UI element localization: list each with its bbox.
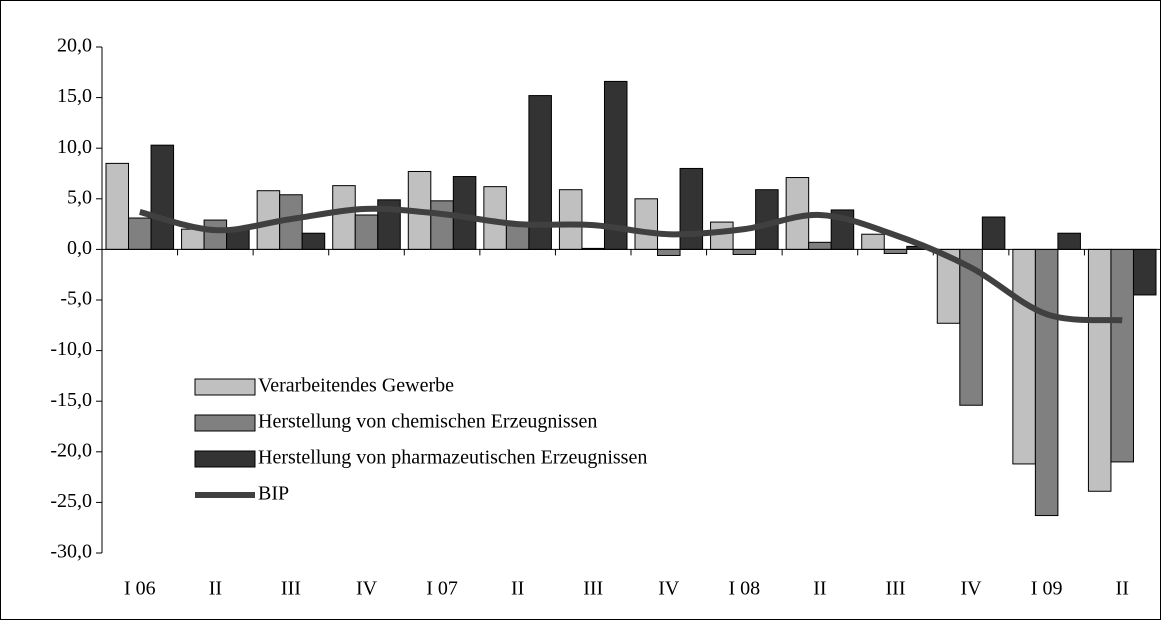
- y-tick-label: 15,0: [57, 85, 92, 107]
- x-tick-label: I 06: [124, 578, 156, 600]
- x-tick-label: II: [1116, 578, 1129, 600]
- x-tick-label: IV: [356, 578, 378, 600]
- legend-swatch: [194, 450, 256, 468]
- x-tick-label: II: [511, 578, 524, 600]
- y-tick-label: -5,0: [60, 288, 92, 310]
- line: [139, 205, 1123, 324]
- bar: [1034, 248, 1059, 517]
- y-tick-label: -30,0: [50, 541, 92, 563]
- bar: [1110, 248, 1134, 463]
- bar: [861, 233, 885, 250]
- bar: [808, 241, 832, 250]
- bar: [1012, 248, 1036, 465]
- bar: [181, 228, 205, 250]
- bar: [1087, 248, 1112, 492]
- x-tick-label: IV: [961, 578, 983, 600]
- legend-label: Herstellung von chemischen Erzeugnissen: [258, 411, 597, 433]
- bar: [558, 189, 583, 250]
- bar: [301, 232, 326, 250]
- y-tick-label: 5,0: [67, 186, 92, 208]
- legend-label: BIP: [258, 483, 289, 505]
- x-tick-label: I 09: [1031, 578, 1063, 600]
- legend-label: Verarbeitendes Gewerbe: [258, 375, 454, 397]
- y-tick-label: 0,0: [67, 237, 92, 259]
- x-tick-label: I 07: [426, 578, 458, 600]
- bar: [710, 221, 734, 250]
- y-tick-label: -25,0: [50, 490, 92, 512]
- y-tick-label: 20,0: [57, 35, 92, 57]
- y-tick-label: 10,0: [57, 136, 92, 158]
- bar: [150, 144, 175, 250]
- x-tick-label: IV: [658, 578, 680, 600]
- bar: [332, 185, 356, 250]
- bar: [634, 198, 659, 250]
- bar: [354, 214, 379, 250]
- x-tick-label: III: [583, 578, 603, 600]
- bar: [430, 200, 454, 250]
- x-tick-label: II: [813, 578, 826, 600]
- x-tick-label: I 08: [729, 578, 761, 600]
- bar: [203, 219, 228, 250]
- x-tick-label: III: [886, 578, 906, 600]
- bar: [981, 216, 1006, 250]
- bar: [128, 217, 152, 250]
- bar: [657, 248, 681, 256]
- bar: [105, 162, 130, 250]
- bar: [1132, 248, 1157, 296]
- y-tick-label: -10,0: [50, 338, 92, 360]
- legend-swatch: [194, 378, 256, 396]
- bar: [732, 248, 757, 255]
- y-tick-label: -20,0: [50, 439, 92, 461]
- bar: [679, 167, 704, 250]
- bar: [1057, 232, 1081, 250]
- bar: [505, 223, 530, 250]
- legend-label: Herstellung von pharmazeutischen Erzeugn…: [258, 447, 647, 469]
- legend-swatch: [194, 414, 256, 432]
- x-tick-label: II: [209, 578, 222, 600]
- x-tick-label: III: [281, 578, 301, 600]
- bar: [883, 248, 908, 254]
- y-tick-label: -15,0: [50, 389, 92, 411]
